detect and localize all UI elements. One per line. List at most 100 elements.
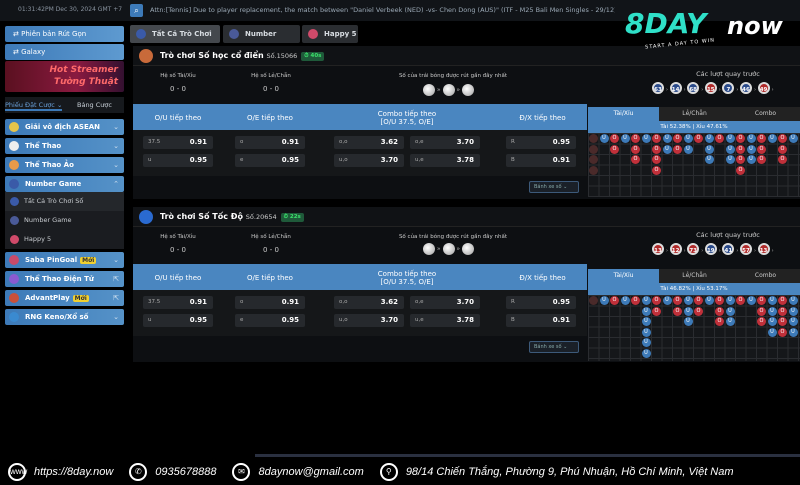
sidebar-item-advantplay[interactable]: AdvantPlay Mới ⇱ [5,290,124,306]
sidebar-sub-number-game[interactable]: Number Game [5,211,124,230]
footer-website[interactable]: www https://8day.now [8,463,113,481]
odds-option: 37.5 [148,299,161,305]
odds-red[interactable]: R 0.95 [506,136,576,149]
stat-label: Hệ số Tài/Xỉu [160,234,196,240]
tab-odds-table[interactable]: Bảng Cược [77,101,112,109]
odds-value: 0.95 [281,156,299,164]
road-bead: U [662,296,672,305]
odds-blue[interactable]: B 0.91 [506,154,576,167]
road-bead: O [673,296,682,305]
ball [462,84,474,96]
wheel-dropdown[interactable]: Bánh xe số ⌄ [529,341,579,353]
sidebar-tabs: Phiếu Đặt Cược ⌄ Bảng Cược [5,97,124,113]
odds-combo[interactable]: o,e 3.70 [410,296,480,309]
phone-icon: ✆ [129,463,148,481]
phone-text: 0935678888 [155,466,217,478]
timer-value: 22s [289,214,301,220]
announcement-ticker[interactable]: Attn:[Tennis] Due to player replacement,… [150,6,615,14]
banner-line-1: Hot Streamer [49,65,118,75]
odds-odd[interactable]: o 0.91 [235,296,305,309]
tab-all-number-games[interactable]: Tất Cả Trò Chơi Số [130,25,220,56]
odds-even[interactable]: e 0.95 [235,154,305,167]
odds-option: o,e [415,299,424,305]
odds-combo[interactable]: o,o 3.62 [334,136,404,149]
new-badge: Mới [80,257,97,264]
odds-value: 3.78 [456,156,474,164]
sidebar-item-sports[interactable]: Thể Thao ⌄ [5,138,124,154]
wheel-dropdown[interactable]: Bánh xe số ⌄ [529,181,579,193]
soccer-icon [9,141,19,151]
sidebar-item-esports[interactable]: Thể Thao Điện Tử ⇱ [5,271,124,287]
road-bead: U [641,306,651,316]
mail-icon: ✉ [232,463,251,481]
galaxy-label: Galaxy [21,48,46,56]
odds-over[interactable]: 37.5 0.91 [143,296,213,309]
sidebar-sub-all-number-games[interactable]: Tất Cả Trò Chơi Số [5,192,124,211]
odds-red[interactable]: R 0.95 [506,296,576,309]
odds-combo[interactable]: u,e 3.78 [410,314,480,327]
road-bead: O [736,165,745,175]
odds-value: 3.62 [380,298,398,306]
odds-even[interactable]: e 0.95 [235,314,305,327]
footer-email[interactable]: ✉ 8daynow@gmail.com [232,463,364,481]
odds-combo[interactable]: u,o 3.70 [334,154,404,167]
road-tab[interactable]: Lẻ/Chẵn [659,269,730,283]
compact-version-button[interactable]: ⇄ Phiên bản Rút Gọn [5,26,124,42]
stat-value: 0 - 0 [263,246,279,254]
virtual-sports-icon [9,160,19,170]
road-tab[interactable]: Combo [730,107,800,121]
road-bead [589,134,598,143]
odds-value: 3.70 [380,156,398,164]
odds-combo[interactable]: o,e 3.70 [410,136,480,149]
odds-option: R [511,139,515,145]
sidebar-item-label: Saba PinGoal [25,256,78,264]
sidebar-item-rng-keno[interactable]: RNG Keno/Xổ số ⌄ [5,309,124,325]
number-ball: 12 [669,243,682,255]
ou-stat: Hệ số Tài/Xỉu 0 - 0 [138,234,218,254]
road-bead: U [788,327,798,337]
hot-streamer-banner[interactable]: Hot Streamer Tường Thuật [5,61,124,92]
sidebar-item-saba-pingoal[interactable]: Saba PinGoal Mới ⌄ [5,252,124,268]
odds-combo[interactable]: u,o 3.70 [334,314,404,327]
odds-combo[interactable]: u,e 3.78 [410,154,480,167]
sidebar-item-virtual-sports[interactable]: Thể Thao Ảo ⌄ [5,157,124,173]
odds-value: 0.91 [281,298,299,306]
sidebar-sub-happy-5[interactable]: Happy 5 [5,230,124,249]
stat-value: 0 - 0 [170,85,186,93]
sidebar-item-label: Thể Thao Ảo [25,161,74,169]
road-tab[interactable]: Tài/Xỉu [588,107,659,121]
footer-phone[interactable]: ✆ 0935678888 [129,463,216,481]
road-bead: U [746,134,756,143]
road-bead: U [788,296,798,305]
tab-bet-slip[interactable]: Phiếu Đặt Cược ⌄ [5,101,63,111]
tab-happy-5[interactable]: Happy 5 [302,25,358,43]
road-bead: O [652,306,661,316]
road-tab[interactable]: Tài/Xỉu [588,269,659,283]
road-bead: O [673,144,682,154]
road-tab[interactable]: Lẻ/Chẵn [659,107,730,121]
odds-odd[interactable]: o 0.91 [235,136,305,149]
advantplay-icon [9,293,19,303]
sidebar-item-number-game[interactable]: Number Game ⌃ [5,176,124,192]
galaxy-button[interactable]: ⇄ Galaxy [5,44,124,60]
email-text: 8daynow@gmail.com [258,466,364,478]
odds-under[interactable]: u 0.95 [143,154,213,167]
odds-header: O/U tiếp theo O/E tiếp theo Combo tiếp t… [133,104,587,131]
search-icon[interactable]: ⌕ [130,4,143,17]
road-bead [589,165,598,175]
road-bead: U [683,134,693,143]
sidebar-item-asean[interactable]: Giải vô địch ASEAN ⌄ [5,119,124,135]
percentage-bar: Tài 52.38% | Xỉu 47.61% [588,121,800,133]
tab-number-game[interactable]: Number Game [223,25,300,56]
odds-under[interactable]: u 0.95 [143,314,213,327]
odds-over[interactable]: 37.5 0.91 [143,136,213,149]
road-bead: U [704,155,714,164]
all-games-icon [136,29,146,39]
odds-combo[interactable]: o,o 3.62 [334,296,404,309]
road-bead: U [788,134,798,143]
odds-blue[interactable]: B 0.91 [506,314,576,327]
road-tab[interactable]: Combo [730,269,800,283]
sidebar-sub-label: Happy 5 [24,235,52,243]
road-bead: U [788,317,798,326]
road-bead: O [778,317,787,326]
